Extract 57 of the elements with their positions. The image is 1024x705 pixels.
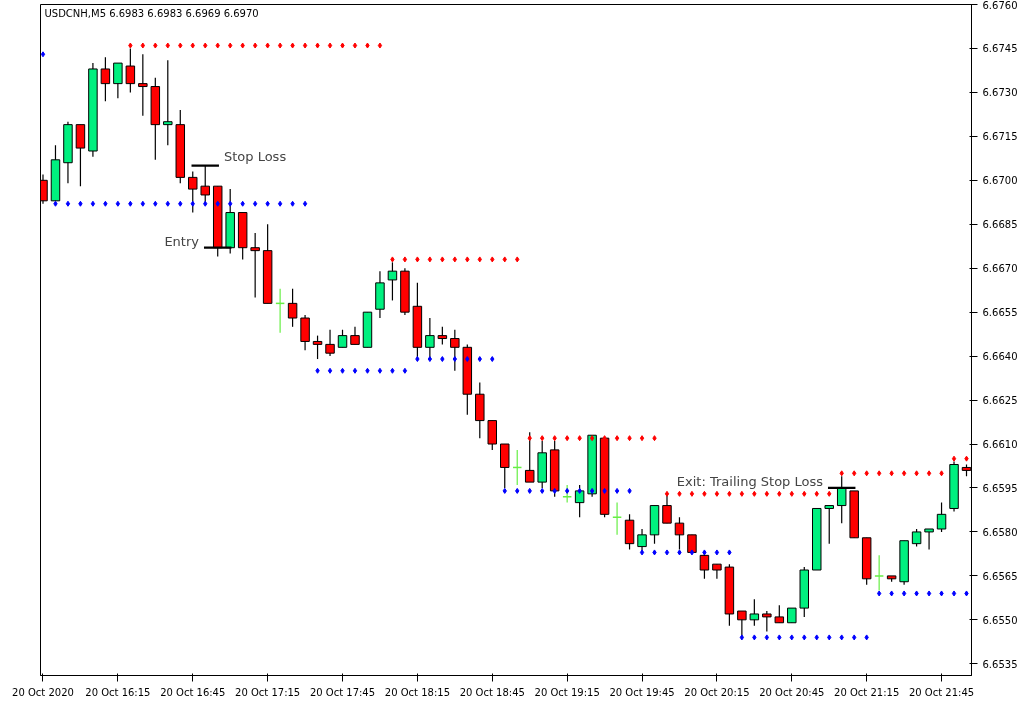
candlestick: [287, 288, 298, 328]
x-tick-label: 20 Oct 19:45: [609, 686, 675, 698]
y-tick-label: 6.6610: [982, 439, 1018, 451]
candlestick: [824, 504, 834, 545]
candlestick: [574, 484, 585, 518]
y-tick-label: 6.6685: [982, 219, 1018, 231]
y-tick-label: 6.6580: [982, 526, 1018, 538]
candlestick: [450, 329, 460, 372]
x-tick-label: 20 Oct 17:45: [309, 686, 376, 698]
y-tick-label: 6.6700: [982, 175, 1018, 187]
x-tick-label: 20 Oct 16:45: [160, 686, 226, 698]
candlestick: [300, 314, 310, 351]
y-tick-label: 6.6745: [982, 43, 1018, 55]
y-tick-label: 6.6640: [982, 351, 1018, 363]
x-tick-label: 20 Oct 17:15: [235, 686, 301, 698]
chart-title: USDCNH,M5 6.6983 6.6983 6.6969 6.6970: [44, 7, 259, 19]
candlestick: [312, 335, 323, 360]
x-tick-label: 20 Oct 21:45: [908, 686, 975, 698]
annotation: Entry: [164, 233, 200, 249]
candlestick: [624, 513, 635, 551]
annotation: Exit: Trailing Stop Loss: [676, 473, 824, 489]
y-tick-label: 6.6565: [982, 570, 1018, 582]
x-tick-label: 20 Oct 18:45: [459, 686, 525, 698]
x-tick-label: 20 Oct 19:15: [534, 686, 600, 698]
y-tick-label: 6.6715: [982, 131, 1018, 143]
candlestick: [75, 124, 86, 187]
candlestick: [250, 232, 260, 299]
y-tick-label: 6.6670: [982, 263, 1018, 275]
annotation: Stop Loss: [223, 148, 287, 164]
candlestick: [113, 62, 123, 99]
candlestick: [325, 329, 335, 357]
candlestick: [188, 170, 198, 214]
candlestick: [100, 56, 111, 102]
candlestick: [749, 598, 760, 627]
candlestick: [637, 528, 647, 554]
x-tick-label: 20 Oct 16:15: [85, 686, 151, 698]
candlestick: [487, 419, 498, 451]
y-tick-label: 6.6655: [982, 307, 1018, 319]
candlestick: [138, 53, 148, 117]
y-tick-label: 6.6535: [982, 658, 1018, 670]
x-tick-label: 20 Oct 21:15: [834, 686, 900, 698]
candlestick: [699, 551, 710, 580]
x-tick-label: 20 Oct 18:15: [384, 686, 450, 698]
x-tick-label: 20 Oct 2020: [12, 686, 74, 698]
candlestick: [524, 431, 535, 483]
y-tick-label: 6.6625: [982, 395, 1018, 407]
candlestick: [924, 528, 934, 551]
candlestick: [936, 502, 947, 533]
y-tick-label: 6.6760: [982, 0, 1018, 11]
x-tick-label: 20 Oct 20:15: [684, 686, 750, 698]
y-tick-label: 6.6550: [982, 614, 1018, 626]
candlestick: [762, 610, 772, 633]
candlestick: [737, 610, 747, 639]
y-tick-label: 6.6730: [982, 87, 1018, 99]
candlestick: [163, 59, 173, 146]
y-tick-label: 6.6595: [982, 482, 1018, 494]
x-tick-label: 20 Oct 20:45: [759, 686, 825, 698]
